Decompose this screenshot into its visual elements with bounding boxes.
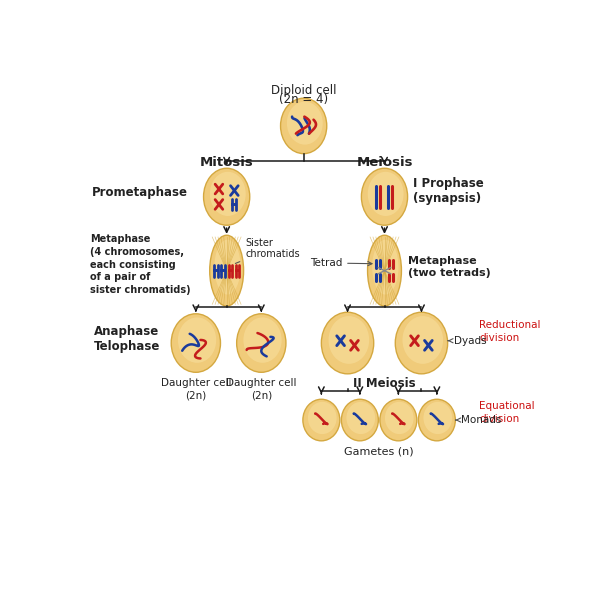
Ellipse shape — [346, 402, 375, 434]
Ellipse shape — [236, 314, 286, 372]
Ellipse shape — [178, 317, 216, 363]
Ellipse shape — [329, 316, 369, 364]
Ellipse shape — [214, 239, 241, 295]
Text: I Prophase
(synapsis): I Prophase (synapsis) — [413, 176, 484, 205]
Ellipse shape — [361, 168, 407, 225]
Ellipse shape — [171, 314, 220, 372]
Text: Daughter cell
(2n): Daughter cell (2n) — [226, 379, 296, 401]
Ellipse shape — [341, 399, 379, 441]
Ellipse shape — [287, 101, 323, 145]
Ellipse shape — [281, 98, 327, 154]
Ellipse shape — [210, 172, 246, 216]
Ellipse shape — [308, 402, 337, 434]
Text: Diploid cell: Diploid cell — [271, 83, 337, 97]
Text: Metaphase
(two tetrads): Metaphase (two tetrads) — [407, 256, 490, 278]
Ellipse shape — [395, 312, 448, 374]
Text: Sister
chromatids: Sister chromatids — [235, 238, 300, 263]
Ellipse shape — [368, 235, 401, 306]
Text: Metaphase
(4 chromosomes,
each consisting
of a pair of
sister chromatids): Metaphase (4 chromosomes, each consistin… — [91, 234, 191, 295]
Text: Meiosis: Meiosis — [356, 157, 413, 169]
Ellipse shape — [403, 316, 443, 364]
Ellipse shape — [210, 235, 244, 306]
Text: Prometaphase: Prometaphase — [92, 187, 188, 199]
Ellipse shape — [372, 239, 398, 295]
Ellipse shape — [380, 399, 417, 441]
Ellipse shape — [418, 399, 455, 441]
Ellipse shape — [303, 399, 340, 441]
Ellipse shape — [322, 312, 374, 374]
Text: Anaphase
Telophase: Anaphase Telophase — [94, 325, 160, 353]
Text: Mitosis: Mitosis — [200, 157, 254, 169]
Text: Tetrad: Tetrad — [310, 258, 372, 268]
Text: (2n = 4): (2n = 4) — [279, 93, 328, 106]
Ellipse shape — [424, 402, 452, 434]
Text: Gametes (n): Gametes (n) — [344, 447, 414, 457]
Text: Dyads: Dyads — [448, 336, 487, 346]
Text: Daughter cell
(2n): Daughter cell (2n) — [161, 379, 231, 401]
Text: Reductional
division: Reductional division — [479, 320, 541, 343]
Text: II Meiosis: II Meiosis — [353, 377, 416, 389]
Text: Equational
division: Equational division — [479, 401, 535, 424]
Text: Monads: Monads — [456, 415, 502, 425]
Ellipse shape — [203, 168, 250, 225]
Ellipse shape — [385, 402, 413, 434]
Ellipse shape — [244, 317, 281, 363]
Ellipse shape — [368, 172, 404, 216]
